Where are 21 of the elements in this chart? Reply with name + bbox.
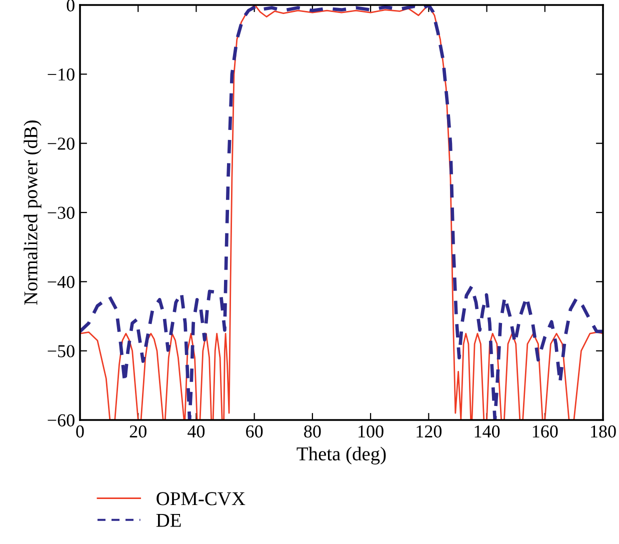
y-tick-label: −20 xyxy=(48,138,74,150)
x-tick-label: 80 xyxy=(304,425,321,438)
y-tick-label: −30 xyxy=(48,206,74,219)
x-tick-label: 0 xyxy=(76,425,84,438)
x-tick-label: 180 xyxy=(591,425,616,438)
x-tick-label: 100 xyxy=(358,425,384,438)
x-tick-label: 120 xyxy=(416,425,442,438)
legend-label: OPM-CVX xyxy=(156,492,246,506)
legend-label: DE xyxy=(156,514,181,527)
x-axis-title: Theta (deg) xyxy=(296,446,386,464)
x-tick-label: 60 xyxy=(246,425,263,438)
x-tick-label: 140 xyxy=(474,425,500,438)
y-tick-label: −60 xyxy=(48,414,74,426)
y-axis-title: Normalized power (dB) xyxy=(24,120,42,305)
line-series xyxy=(80,5,603,420)
y-tick-label: −50 xyxy=(48,345,74,358)
x-tick-label: 40 xyxy=(188,425,205,438)
y-tick-label: −40 xyxy=(48,276,74,288)
x-tick-label: 20 xyxy=(130,425,146,438)
x-tick-label: 160 xyxy=(532,425,558,438)
y-tick-label: −10 xyxy=(48,68,74,81)
